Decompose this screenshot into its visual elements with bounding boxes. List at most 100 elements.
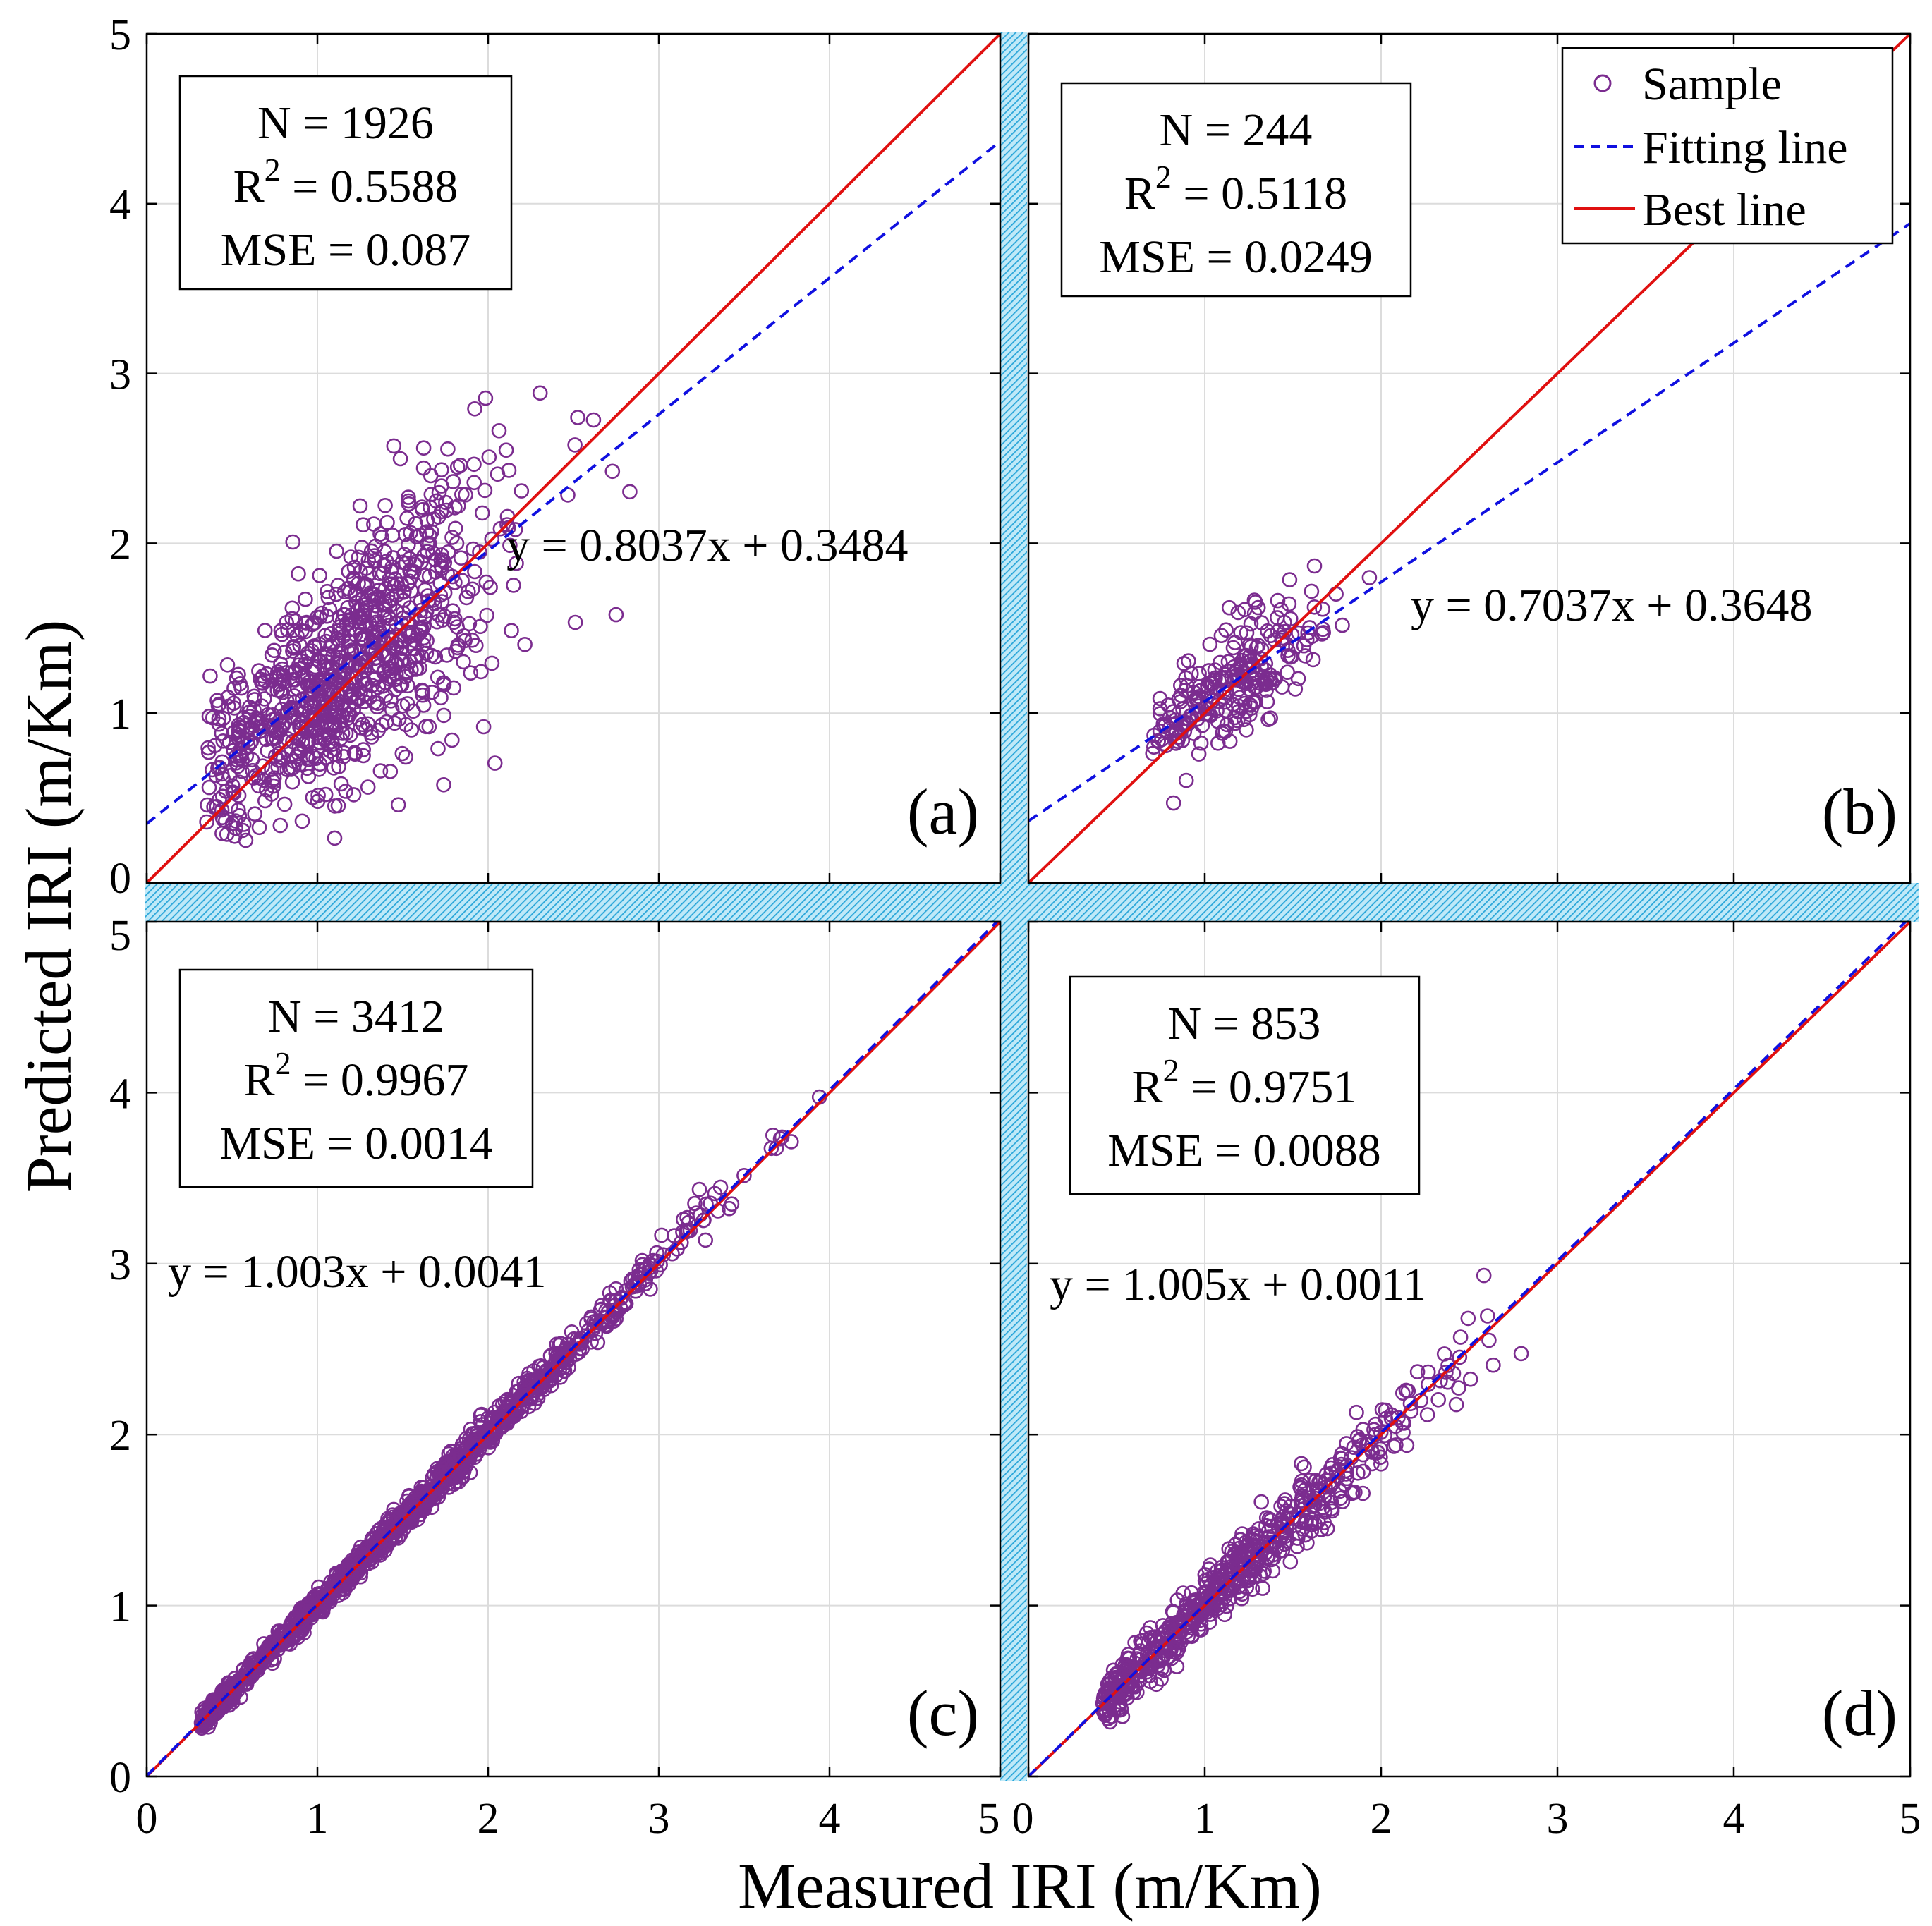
sample-point (220, 689, 236, 705)
sample-point (1243, 697, 1258, 713)
sample-point (202, 668, 218, 684)
sample-point (1281, 596, 1297, 612)
sample-point (1451, 1380, 1466, 1396)
sample-point (449, 459, 466, 475)
sample-point (1486, 1357, 1501, 1373)
sample-point (300, 769, 317, 784)
sample-point (1323, 1460, 1339, 1476)
stats-r2-value: = 0.5118 (1172, 168, 1347, 219)
sample-point (219, 827, 235, 842)
sample-point (1398, 1382, 1414, 1398)
fitting-line (147, 922, 1000, 1776)
sample-point (388, 657, 403, 673)
sample-point (450, 638, 466, 653)
sample-point (1145, 745, 1160, 762)
sample-point (242, 1666, 257, 1682)
sample-point (654, 1227, 669, 1243)
sample-point (1314, 626, 1330, 642)
x-tick-label: 3 (1547, 1795, 1569, 1843)
sample-point (1279, 1533, 1295, 1549)
stats-box-frame (178, 968, 534, 1188)
sample-point (1217, 724, 1234, 739)
sample-point (1274, 679, 1290, 695)
sample-point (1258, 1518, 1274, 1534)
sample-point (205, 762, 220, 778)
sample-point (1191, 666, 1207, 681)
sample-point (403, 722, 420, 738)
sample-point (382, 764, 399, 779)
sample-point (1430, 1392, 1446, 1408)
stats-r2-base: R (1124, 168, 1155, 219)
sample-point (354, 659, 370, 675)
stats-r2-value: = 0.9967 (291, 1054, 469, 1106)
sample-point (277, 796, 293, 812)
sample-point (1247, 680, 1263, 696)
sample-point (1260, 712, 1276, 728)
sample-point (1265, 1563, 1281, 1579)
sample-point (517, 636, 533, 652)
stats-r2: R2 = 0.5118 (1124, 159, 1347, 219)
sample-point (1409, 1364, 1426, 1379)
sample-point (1231, 698, 1246, 714)
x-tick-label: 0 (136, 1795, 158, 1843)
sample-point (346, 1564, 362, 1580)
sample-point (466, 475, 482, 491)
sample-point (504, 623, 519, 639)
sample-point (1243, 616, 1259, 632)
sample-point (212, 1694, 228, 1709)
sample-point (291, 566, 306, 582)
sample-point (1250, 599, 1266, 616)
sample-point (1299, 1515, 1314, 1530)
sample-point (394, 554, 411, 571)
sample-point (381, 572, 397, 587)
sample-point (358, 561, 374, 576)
fit-equation: y = 0.8037x + 0.3484 (506, 520, 908, 571)
sample-point (484, 655, 500, 671)
sample-point (327, 718, 342, 733)
sample-point (200, 740, 216, 756)
sample-point (1105, 1662, 1122, 1678)
sample-point (386, 438, 402, 454)
sample-point (264, 730, 280, 746)
sample-point (447, 1461, 463, 1476)
sample-point (772, 1131, 789, 1147)
sample-point (1146, 739, 1162, 755)
sample-point (436, 707, 452, 724)
stats-r2-base: R (1132, 1061, 1163, 1113)
sample-point (366, 587, 382, 602)
sample-point (502, 537, 518, 554)
sample-point (542, 1364, 558, 1379)
sample-point (312, 735, 328, 751)
sample-point (329, 630, 345, 647)
sample-point (481, 449, 497, 465)
sample-point (201, 779, 217, 796)
sample-point (389, 603, 404, 619)
sample-point (1452, 1329, 1469, 1345)
sample-point (466, 456, 482, 473)
sample-point (1213, 628, 1229, 644)
sample-point (429, 614, 445, 630)
x-tick-label: 2 (1371, 1795, 1392, 1843)
sample-point (449, 535, 465, 551)
sample-point (1153, 1671, 1169, 1687)
stats-r2-value: = 0.9751 (1179, 1061, 1357, 1113)
sample-point (199, 814, 214, 830)
sample-point (1296, 1459, 1312, 1475)
sample-point (1279, 1518, 1294, 1534)
sample-point (342, 584, 358, 599)
sample-point (392, 451, 408, 467)
sample-point (265, 681, 281, 697)
legend: Sample Fitting line Best line (1561, 47, 1894, 245)
sample-point (1153, 1652, 1169, 1667)
sample-point (312, 568, 328, 583)
panel-label: (a) (907, 776, 979, 848)
sample-point (1221, 599, 1237, 616)
sample-point (1215, 726, 1230, 741)
sample-point (403, 562, 419, 578)
sample-point (1196, 1585, 1212, 1601)
sample-point (415, 501, 430, 518)
sample-point (1201, 700, 1216, 717)
sample-point (352, 498, 368, 514)
